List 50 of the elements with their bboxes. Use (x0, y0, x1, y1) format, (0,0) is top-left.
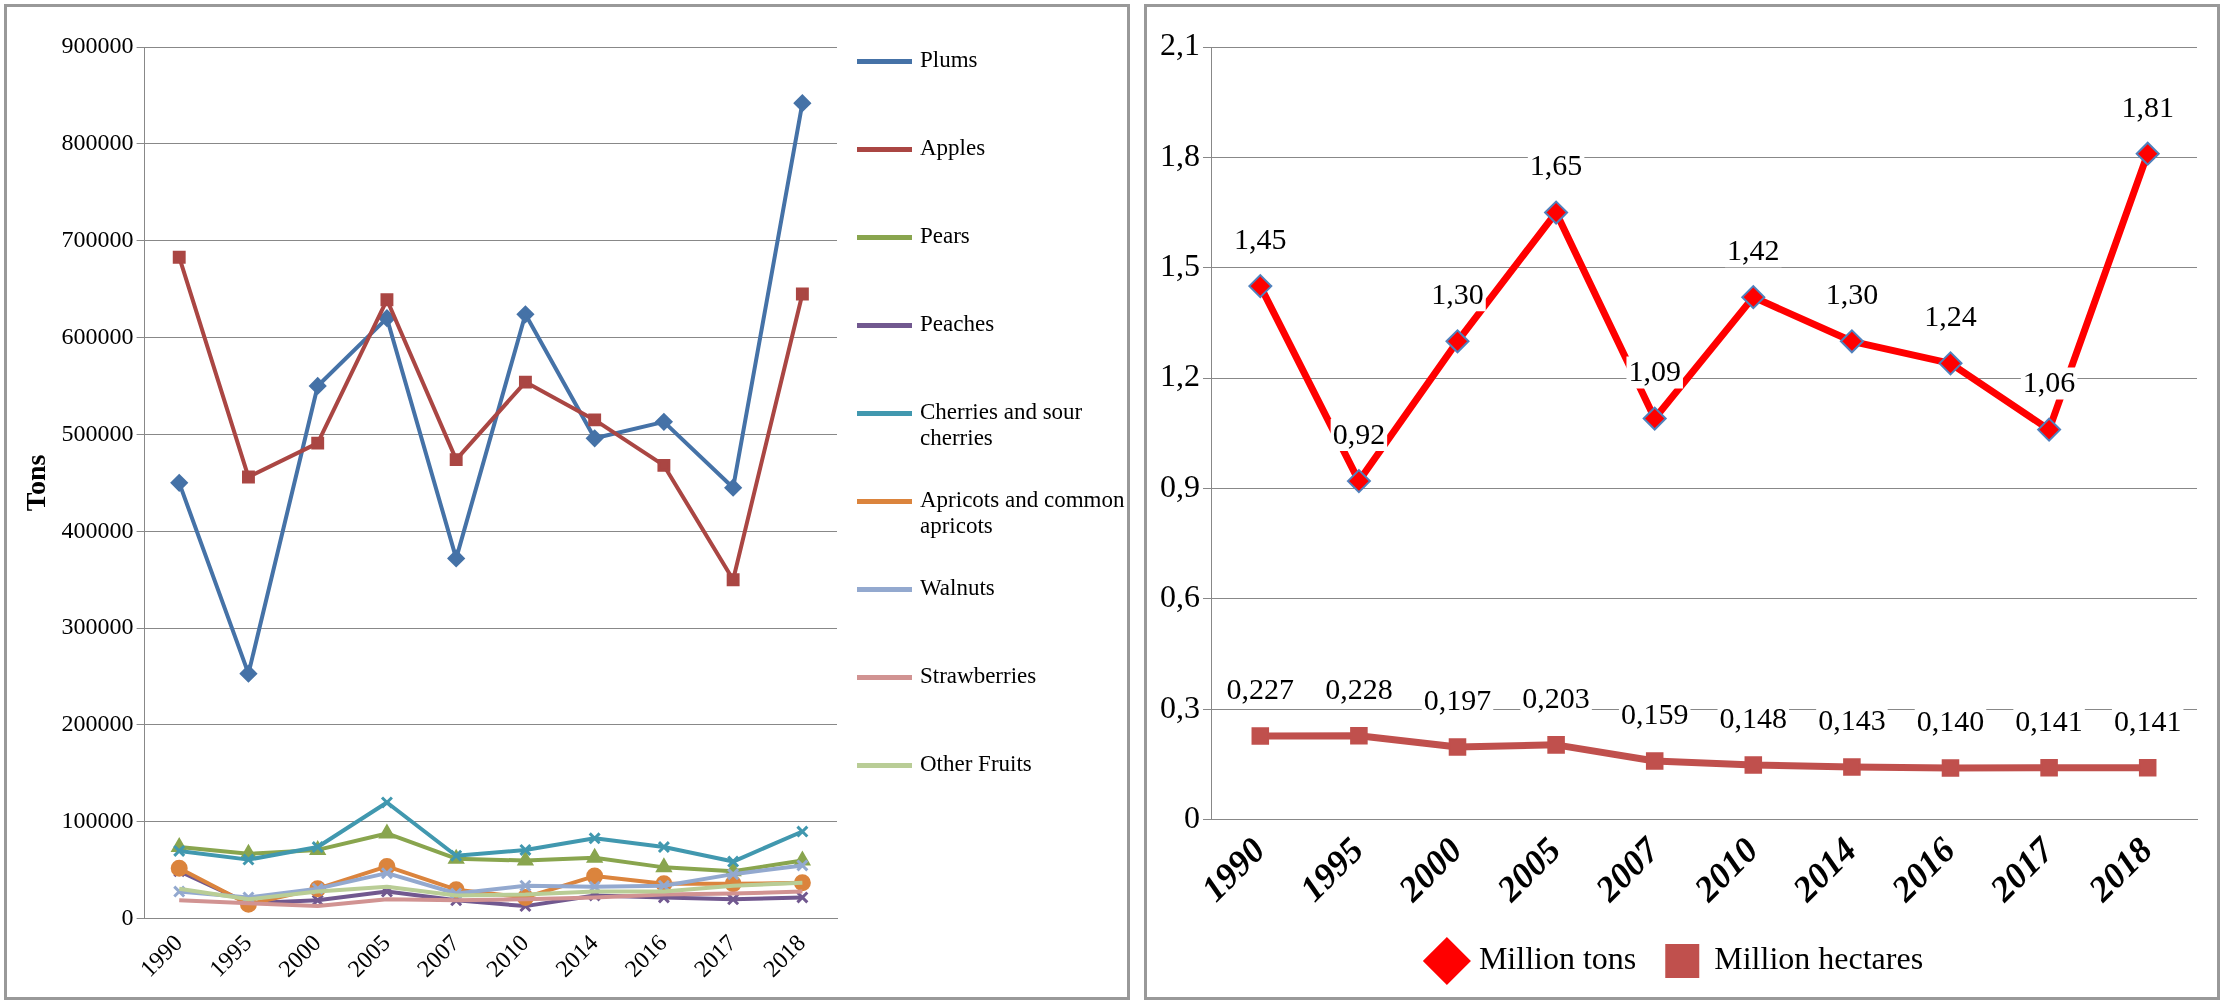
legend-label: Million hectares (1714, 940, 1924, 977)
data-label: 0,92 (1332, 416, 1386, 450)
data-label: 0,227 (1226, 671, 1295, 705)
data-label: 1,09 (1628, 354, 1681, 388)
data-label: 0,141 (2015, 703, 2083, 737)
legend-label: Plums (920, 47, 978, 73)
legend-label: Peaches (920, 311, 995, 337)
legend-label: Other Fruits (920, 751, 1032, 777)
y-tick-label: 500000 (61, 419, 134, 446)
y-tick-label: 0,6 (1160, 578, 1200, 615)
y-axis-title: Tons (20, 454, 52, 512)
y-tick-label: 1,2 (1160, 357, 1200, 394)
data-label: 1,24 (1924, 299, 1977, 333)
y-tick-label: 600000 (61, 322, 134, 349)
y-tick-label: 1,8 (1160, 136, 1200, 173)
y-tick-label: 700000 (61, 226, 134, 253)
data-label: 0,140 (1916, 703, 1985, 737)
legend-label: Million tons (1478, 940, 1637, 977)
data-label: 1,30 (1825, 277, 1879, 311)
data-label: 0,228 (1325, 671, 1393, 705)
data-label: 1,81 (2121, 89, 2174, 123)
y-tick-label: 1,5 (1160, 247, 1200, 284)
y-tick-label: 0 (121, 903, 134, 930)
legend-label: Walnuts (920, 575, 995, 601)
y-tick-label: 300000 (61, 613, 134, 640)
y-tick-label: 0,9 (1160, 467, 1200, 504)
data-label: 1,30 (1431, 277, 1484, 311)
data-label: 0,148 (1719, 700, 1788, 734)
data-label: 0,143 (1818, 702, 1886, 736)
data-label: 1,65 (1529, 148, 1583, 182)
legend-label: Strawberries (920, 663, 1037, 689)
y-tick-label: 0 (1184, 798, 1200, 835)
y-tick-label: 900000 (61, 32, 134, 59)
data-label: 1,42 (1727, 233, 1780, 267)
legend-label: Pears (920, 223, 970, 249)
data-label: 0,141 (2113, 703, 2182, 737)
y-tick-label: 0,3 (1160, 688, 1200, 725)
data-label: 1,45 (1234, 221, 1287, 255)
legend-label: Cherries and sour cherries (920, 399, 1084, 451)
legend-label: Apricots and common apricots (920, 487, 1126, 539)
legend-label: Apples (920, 135, 986, 161)
y-tick-label: 400000 (61, 516, 134, 543)
data-label: 0,159 (1620, 696, 1689, 730)
y-tick-label: 100000 (61, 807, 134, 834)
y-tick-label: 2,1 (1160, 26, 1200, 63)
data-label: 1,06 (2022, 365, 2076, 399)
data-label: 0,203 (1522, 680, 1590, 714)
y-tick-label: 800000 (61, 129, 134, 156)
y-tick-label: 200000 (61, 710, 134, 737)
data-label: 0,197 (1423, 682, 1492, 716)
